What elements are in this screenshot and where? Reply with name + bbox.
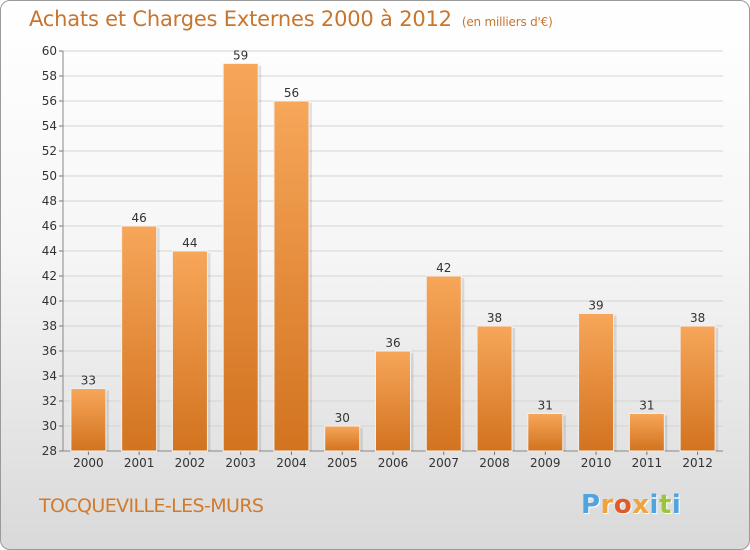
bar-value-label: 56 xyxy=(284,86,299,100)
y-tick-label: 34 xyxy=(42,369,57,383)
bar-value-label: 44 xyxy=(182,236,197,250)
bars xyxy=(70,63,719,452)
chart-title: Achats et Charges Externes 2000 à 2012 (e… xyxy=(29,7,553,31)
y-tick-label: 32 xyxy=(42,394,57,408)
bar-value-label: 36 xyxy=(385,336,400,350)
x-tick-label: 2008 xyxy=(479,456,510,470)
bar-2009 xyxy=(527,413,564,452)
bar-value-label: 46 xyxy=(132,211,147,225)
x-tick-label: 2004 xyxy=(276,456,307,470)
y-tick-label: 36 xyxy=(42,344,57,358)
chart-title-text: Achats et Charges Externes 2000 à 2012 xyxy=(29,7,452,31)
logo-letter: P xyxy=(581,490,601,520)
bar-2006 xyxy=(375,350,411,452)
bar-value-label: 42 xyxy=(436,261,451,275)
bar-value-label: 39 xyxy=(588,299,603,313)
bar-2007 xyxy=(425,275,462,452)
commune-name: TOCQUEVILLE-LES-MURS xyxy=(39,495,264,517)
bar-value-label: 59 xyxy=(233,49,248,63)
y-tick-label: 28 xyxy=(42,444,57,458)
logo-letter: i xyxy=(649,490,659,520)
bar-2005 xyxy=(324,425,361,452)
logo-letter: x xyxy=(632,490,650,520)
bar-value-label: 31 xyxy=(538,399,553,413)
logo-letter: o xyxy=(613,490,633,520)
proxiti-logo[interactable]: Proxiti xyxy=(581,490,681,520)
bar-2000 xyxy=(70,388,107,452)
bar-2011 xyxy=(628,413,665,452)
logo-letter: t xyxy=(658,490,672,520)
y-tick-label: 48 xyxy=(42,194,57,208)
bar-value-label: 30 xyxy=(335,411,350,425)
x-tick-label: 2009 xyxy=(530,456,561,470)
chart-unit-note: (en milliers d'€) xyxy=(461,15,553,29)
bar-2004 xyxy=(273,100,310,452)
y-tick-label: 58 xyxy=(42,69,57,83)
logo-letter: r xyxy=(600,490,614,520)
logo-letter: i xyxy=(671,490,682,520)
x-tick-label: 2000 xyxy=(73,456,104,470)
y-tick-label: 42 xyxy=(42,269,57,283)
x-tick-label: 2001 xyxy=(124,456,155,470)
y-tick-label: 30 xyxy=(42,419,57,433)
bar-2003 xyxy=(222,63,259,452)
y-tick-label: 38 xyxy=(42,319,57,333)
bar-2008 xyxy=(476,325,513,452)
y-tick-label: 46 xyxy=(42,219,57,233)
bar-2012 xyxy=(679,325,716,452)
bar-value-label: 38 xyxy=(690,311,705,325)
x-tick-label: 2006 xyxy=(378,456,409,470)
y-tick-label: 44 xyxy=(42,244,57,258)
x-tick-label: 2003 xyxy=(225,456,256,470)
data-labels: 33 46 44 59 56 30 36 42 38 31 39 31 38 xyxy=(81,49,706,426)
x-tick-label: 2011 xyxy=(632,456,663,470)
bar-2002 xyxy=(171,250,208,452)
y-tick-label: 56 xyxy=(42,94,57,108)
x-tick-label: 2007 xyxy=(428,456,459,470)
bar-value-label: 38 xyxy=(487,311,502,325)
x-tick-label: 2002 xyxy=(175,456,206,470)
y-tick-label: 60 xyxy=(42,44,57,58)
bar-value-label: 31 xyxy=(639,399,654,413)
y-tick-label: 54 xyxy=(42,119,57,133)
bar-2001 xyxy=(121,225,158,452)
bar-2010 xyxy=(578,313,615,452)
y-tick-label: 52 xyxy=(42,144,57,158)
x-tick-label: 2012 xyxy=(682,456,713,470)
bar-value-label: 33 xyxy=(81,374,96,388)
y-tick-label: 40 xyxy=(42,294,57,308)
x-tick-label: 2010 xyxy=(581,456,612,470)
y-tick-label: 50 xyxy=(42,169,57,183)
x-tick-label: 2005 xyxy=(327,456,358,470)
